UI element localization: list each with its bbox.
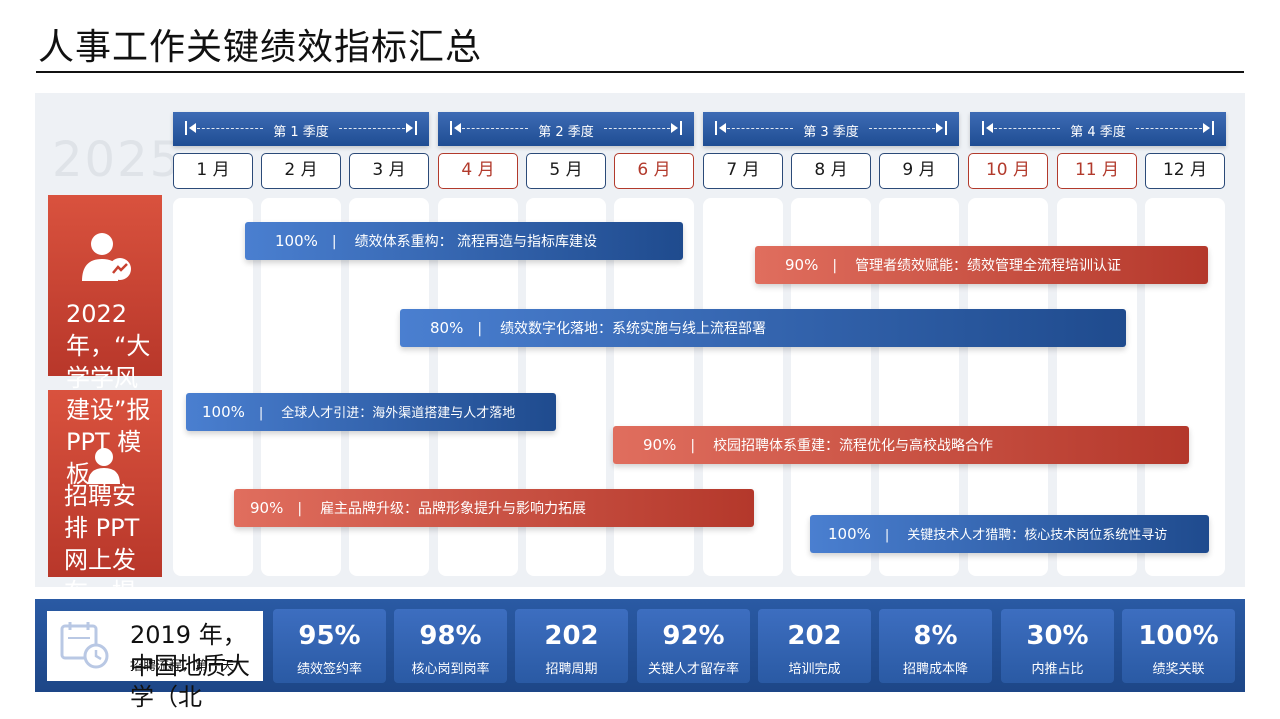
kpi-label: 内推占比 xyxy=(1031,662,1084,677)
kpi-label: 培训完成 xyxy=(788,662,841,677)
month-header-3: 3 月 xyxy=(349,153,429,189)
task-label: 雇主品牌升级：品牌形象提升与影响力拓展 xyxy=(320,501,587,517)
arrow-left-icon xyxy=(719,123,726,133)
task-bar[interactable]: 90% | 雇主品牌升级：品牌形象提升与影响力拓展 xyxy=(234,489,754,527)
kpi-label: 绩效签约率 xyxy=(296,662,362,677)
arrow-right-icon xyxy=(1203,123,1210,133)
kpi-card: 202 招聘周期 xyxy=(515,609,628,683)
kpi-card: 92% 关键人才留存率 xyxy=(637,609,750,683)
task-progress: 100% xyxy=(275,232,318,250)
kpi-intro-card xyxy=(47,611,263,681)
task-label: 校园招聘体系重建：流程优化与高校战略合作 xyxy=(713,438,994,454)
task-label: 全球人才引进：海外渠道搭建与人才落地 xyxy=(281,406,516,421)
kpi-intro-text: 2019 年，中国地质大学（北 xyxy=(130,621,250,711)
arrow-left-icon xyxy=(454,123,461,133)
quarter-header-1: 第 1 季度 xyxy=(173,112,429,146)
month-header-2: 2 月 xyxy=(261,153,341,189)
calendar-clock-icon xyxy=(60,622,109,669)
kpi-label: 关键人才留存率 xyxy=(647,662,739,677)
task-bar[interactable]: 100% | 绩效体系重构： 流程再造与指标库建设 xyxy=(245,222,683,260)
task-bar[interactable]: 80% | 绩效数字化落地：系统实施与线上流程部署 xyxy=(400,309,1126,347)
kpi-value: 98% xyxy=(419,621,482,651)
month-header-1: 1 月 xyxy=(173,153,253,189)
task-progress: 90% xyxy=(643,436,677,454)
kpi-card: 98% 核心岗到岗率 xyxy=(394,609,507,683)
kpi-intro-subtext: 招聘流程，第一天 xyxy=(130,659,235,674)
month-header-12: 12 月 xyxy=(1145,153,1225,189)
month-header-6: 6 月 xyxy=(614,153,694,189)
task-bar[interactable]: 90% | 管理者绩效赋能：绩效管理全流程培训认证 xyxy=(755,246,1208,284)
kpi-card: 30% 内推占比 xyxy=(1001,609,1114,683)
month-header-4: 4 月 xyxy=(438,153,518,189)
task-bar[interactable]: 100% | 全球人才引进：海外渠道搭建与人才落地 xyxy=(186,393,556,431)
quarter-label: 第 1 季度 xyxy=(273,125,329,140)
category-block-performance xyxy=(48,195,162,376)
arrow-left-icon xyxy=(189,123,196,133)
month-header-8: 8 月 xyxy=(791,153,871,189)
task-label: 绩效数字化落地：系统实施与线上流程部署 xyxy=(500,321,767,337)
month-header-5: 5 月 xyxy=(526,153,606,189)
task-progress: 80% xyxy=(430,319,464,337)
kpi-label: 核心岗到岗率 xyxy=(411,662,490,677)
kpi-value: 202 xyxy=(544,621,599,651)
quarter-label: 第 4 季度 xyxy=(1070,125,1126,140)
month-header-11: 11 月 xyxy=(1057,153,1137,189)
task-progress: 100% xyxy=(202,403,245,421)
category-label-top: 2022 年，“大学学风建设”报 PPT 模板 xyxy=(66,300,151,488)
kpi-value: 95% xyxy=(298,621,361,651)
title-divider xyxy=(36,71,1244,73)
kpi-card: 202 培训完成 xyxy=(758,609,871,683)
kpi-card: 100% 绩奖关联 xyxy=(1122,609,1235,683)
kpi-value: 8% xyxy=(913,621,958,651)
arrow-left-icon xyxy=(986,123,993,133)
arrow-right-icon xyxy=(671,123,678,133)
quarter-label: 第 3 季度 xyxy=(803,125,859,140)
task-progress: 90% xyxy=(785,256,819,274)
task-bar[interactable]: 100% | 关键技术人才猎聘：核心技术岗位系统性寻访 xyxy=(810,515,1209,553)
month-header-7: 7 月 xyxy=(703,153,783,189)
task-progress: 100% xyxy=(828,525,871,543)
kpi-value: 30% xyxy=(1026,621,1089,651)
year-watermark: 2025 xyxy=(52,132,183,188)
task-label: 绩效体系重构： 流程再造与指标库建设 xyxy=(354,234,598,250)
kpi-card: 95% 绩效签约率 xyxy=(273,609,386,683)
quarter-header-3: 第 3 季度 xyxy=(703,112,959,146)
kpi-value: 92% xyxy=(662,621,725,651)
month-header-10: 10 月 xyxy=(968,153,1048,189)
task-progress: 90% xyxy=(250,499,284,517)
quarter-header-4: 第 4 季度 xyxy=(970,112,1226,146)
kpi-value: 202 xyxy=(787,621,842,651)
page-title: 人事工作关键绩效指标汇总 xyxy=(38,27,483,68)
task-bar[interactable]: 90% | 校园招聘体系重建：流程优化与高校战略合作 xyxy=(613,426,1189,464)
kpi-label: 招聘成本降 xyxy=(902,662,968,677)
arrow-right-icon xyxy=(406,123,413,133)
quarter-header-2: 第 2 季度 xyxy=(438,112,694,146)
kpi-card: 8% 招聘成本降 xyxy=(879,609,992,683)
task-label: 管理者绩效赋能：绩效管理全流程培训认证 xyxy=(855,258,1122,274)
task-label: 关键技术人才猎聘：核心技术岗位系统性寻访 xyxy=(907,528,1168,543)
month-header-9: 9 月 xyxy=(879,153,959,189)
quarter-label: 第 2 季度 xyxy=(538,125,594,140)
kpi-label: 招聘周期 xyxy=(545,662,598,677)
user-icon xyxy=(88,448,120,484)
user-chart-icon xyxy=(82,233,131,281)
kpi-label: 绩奖关联 xyxy=(1152,662,1205,677)
kpi-value: 100% xyxy=(1138,621,1219,651)
arrow-right-icon xyxy=(936,123,943,133)
